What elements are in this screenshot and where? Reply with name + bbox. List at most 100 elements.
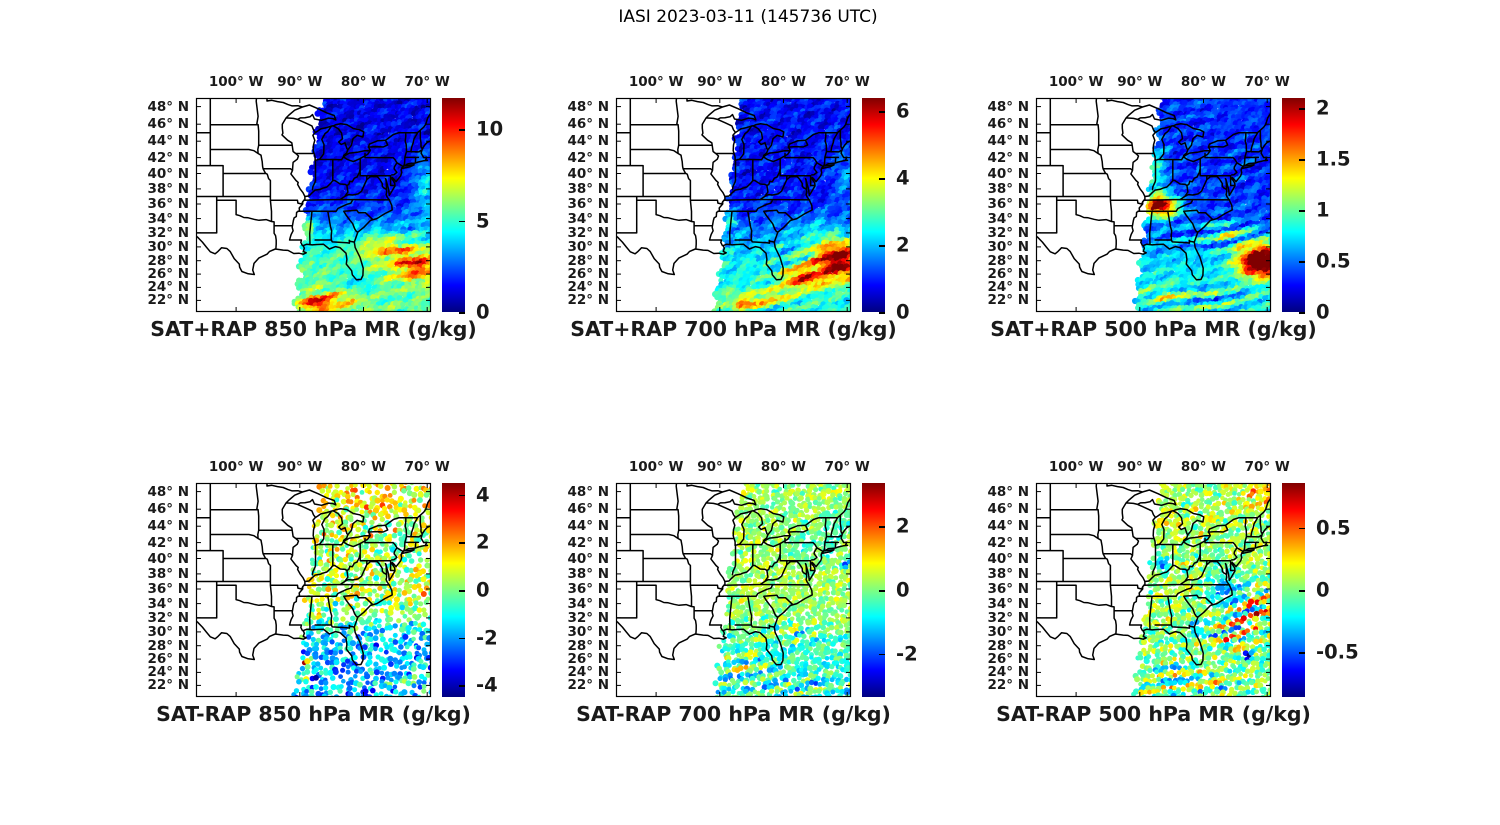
colorbar xyxy=(862,483,885,697)
y-tick-label: 42° N xyxy=(567,534,609,551)
state-borders xyxy=(1036,98,1271,281)
y-tick-label: 30° N xyxy=(567,623,609,640)
y-tick-label: 34° N xyxy=(567,210,609,227)
colorbar-tick xyxy=(459,220,465,223)
map-plot xyxy=(615,482,852,698)
y-tick-label: 30° N xyxy=(567,238,609,255)
colorbar-tick xyxy=(1299,159,1305,161)
colorbar-tick-label: 4 xyxy=(896,166,910,190)
y-tick-label: 48° N xyxy=(567,98,609,115)
y-tick-label: 36° N xyxy=(987,196,1029,212)
y-tick-label: 38° N xyxy=(147,565,189,582)
y-tick-label: 28° N xyxy=(147,637,189,654)
colorbar-tick xyxy=(1299,312,1305,314)
y-tick-label: 38° N xyxy=(567,180,609,197)
x-tick-label: 70° W xyxy=(404,459,450,475)
y-tick-label: 42° N xyxy=(147,534,189,551)
colorbar-tick-label: 0.5 xyxy=(1316,516,1351,540)
y-tick-label: 42° N xyxy=(987,534,1029,551)
map-plot xyxy=(195,482,432,698)
plot-frame xyxy=(195,482,432,698)
colorbar-tick-label: 2 xyxy=(1316,96,1330,120)
colorbar-tick-label: -0.5 xyxy=(1316,640,1359,664)
plot-frame xyxy=(615,97,852,313)
panel-title: SAT+RAP 850 hPa MR (g/kg) xyxy=(150,317,477,341)
plot-frame xyxy=(615,482,852,698)
state-borders xyxy=(196,483,431,666)
y-tick-label: 22° N xyxy=(567,292,609,309)
y-tick-label: 34° N xyxy=(147,210,189,227)
x-tick-label: 80° W xyxy=(340,74,387,90)
y-tick-label: 28° N xyxy=(987,637,1029,654)
y-tick-label: 24° N xyxy=(147,279,189,296)
colorbar-tick-label: 0 xyxy=(1316,300,1330,324)
colorbar-tick-label: -2 xyxy=(896,642,918,666)
y-tick-label: 48° N xyxy=(147,483,189,500)
colorbar-tick xyxy=(879,111,885,113)
y-tick-label: 26° N xyxy=(147,266,189,283)
y-tick-label: 34° N xyxy=(987,595,1029,612)
y-tick-label: 24° N xyxy=(147,664,189,681)
map-plot xyxy=(615,97,852,313)
colorbar-tick xyxy=(459,494,465,497)
colorbar-tick-label: 0 xyxy=(1316,578,1330,602)
colorbar-tick xyxy=(879,590,885,592)
y-tick-label: 44° N xyxy=(147,133,189,150)
y-tick-label: 36° N xyxy=(147,581,189,597)
y-tick-label: 30° N xyxy=(147,623,189,640)
x-tick-label: 100° W xyxy=(1048,74,1104,90)
swath-dots xyxy=(1132,98,1271,312)
y-tick-label: 44° N xyxy=(567,133,609,150)
colorbar-tick xyxy=(1299,527,1305,530)
y-tick-label: 40° N xyxy=(567,165,609,182)
y-tick-label: 28° N xyxy=(987,252,1029,269)
x-tick-label: 90° W xyxy=(277,459,323,475)
y-tick-label: 28° N xyxy=(567,637,609,654)
x-tick-label: 70° W xyxy=(404,74,450,90)
y-tick-label: 22° N xyxy=(987,677,1029,694)
colorbar-tick xyxy=(459,129,465,131)
y-tick-label: 34° N xyxy=(147,595,189,612)
colorbar-tick-label: 6 xyxy=(896,99,910,123)
colorbar xyxy=(1282,483,1305,697)
colorbar-tick-label: 5 xyxy=(476,209,490,232)
y-tick-label: 26° N xyxy=(567,651,609,668)
x-tick-label: 100° W xyxy=(208,459,264,475)
y-tick-label: 44° N xyxy=(147,518,189,535)
colorbar-tick-label: 10 xyxy=(476,117,504,141)
plot-frame xyxy=(1035,97,1272,313)
x-tick-label: 100° W xyxy=(1048,459,1104,475)
x-tick-label: 70° W xyxy=(1244,74,1290,90)
y-tick-label: 36° N xyxy=(567,196,609,212)
colorbar-tick-label: 0 xyxy=(476,578,490,602)
x-tick-label: 80° W xyxy=(760,459,807,475)
y-tick-label: 46° N xyxy=(567,501,609,518)
x-tick-label: 80° W xyxy=(760,74,807,90)
colorbar-tick-label: 0 xyxy=(896,300,910,324)
panel-title: SAT+RAP 700 hPa MR (g/kg) xyxy=(570,317,897,341)
y-tick-label: 26° N xyxy=(147,651,189,668)
y-tick-label: 32° N xyxy=(567,224,609,241)
y-tick-label: 32° N xyxy=(147,224,189,241)
y-tick-label: 38° N xyxy=(147,180,189,197)
x-tick-label: 90° W xyxy=(697,459,743,475)
colorbar-tick xyxy=(879,653,885,656)
y-tick-label: 46° N xyxy=(147,116,189,133)
y-tick-label: 24° N xyxy=(987,279,1029,296)
colorbar-tick xyxy=(459,590,465,592)
colorbar-tick-label: 0 xyxy=(896,578,910,602)
colorbar-tick-label: 1.5 xyxy=(1316,147,1351,171)
swath-dots xyxy=(291,98,431,312)
colorbar xyxy=(862,98,885,314)
y-tick-label: 32° N xyxy=(147,609,189,626)
colorbar-tick xyxy=(1299,210,1305,212)
y-tick-label: 34° N xyxy=(567,595,609,612)
x-tick-label: 100° W xyxy=(628,459,684,475)
colorbar-tick-label: 1 xyxy=(1316,198,1330,222)
x-tick-label: 90° W xyxy=(1117,459,1163,475)
figure-title: IASI 2023-03-11 (145736 UTC) xyxy=(618,7,878,27)
colorbar-tick-label: 0.5 xyxy=(1316,249,1351,273)
colorbar-tick-label: 2 xyxy=(896,514,910,538)
x-tick-label: 90° W xyxy=(277,74,323,90)
y-tick-label: 22° N xyxy=(147,292,189,309)
